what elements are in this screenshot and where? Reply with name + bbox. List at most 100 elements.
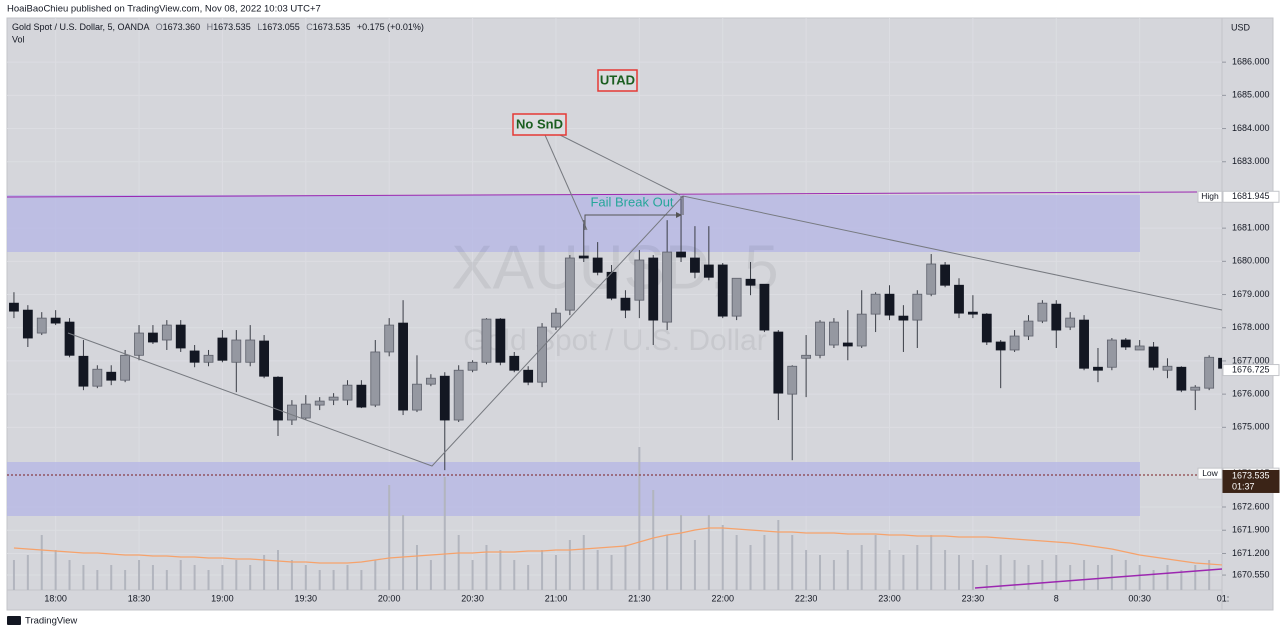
ohlc-value: 1673.535	[213, 22, 251, 32]
candle-body	[634, 259, 645, 301]
volume-bar	[707, 515, 710, 590]
candle-body	[384, 324, 395, 353]
candle-body	[592, 257, 603, 273]
demand-zone	[7, 462, 1140, 516]
candle-body	[1079, 319, 1089, 369]
y-tick-label: 1680.000	[1232, 256, 1270, 266]
candle-body	[703, 264, 714, 278]
candle-body	[967, 311, 978, 315]
y-tick-label: 1676.000	[1232, 389, 1270, 399]
candles	[9, 196, 1222, 471]
pointer-line	[544, 134, 588, 231]
candle-body	[870, 293, 881, 315]
candle-body	[648, 257, 659, 321]
candle-body	[578, 255, 589, 259]
x-tick-label: 8	[1054, 593, 1059, 603]
volume-bar	[944, 550, 947, 590]
candle-body	[217, 337, 228, 361]
pointer-line	[559, 134, 681, 196]
volume-bar	[1055, 555, 1058, 590]
candle-body	[120, 354, 131, 381]
annotation-box	[512, 113, 567, 136]
y-tick-label: 1685.000	[1232, 90, 1270, 100]
candle-body	[356, 384, 367, 408]
volume-bar	[513, 560, 516, 590]
volume-bar	[179, 560, 182, 590]
y-tick-label: 1681.000	[1232, 223, 1270, 233]
candle-body	[1218, 357, 1222, 369]
volume-bar	[124, 570, 127, 590]
candle-body	[1037, 302, 1048, 322]
volume-bar	[235, 560, 238, 590]
x-tick-label: 22:30	[795, 593, 818, 603]
candle-body	[884, 293, 895, 316]
candle-body	[78, 355, 89, 387]
candle-body	[1065, 317, 1076, 328]
volume-bar	[971, 560, 974, 590]
candle-body	[92, 368, 103, 387]
y-tick-label: 1677.000	[1232, 355, 1270, 365]
volume-bar	[805, 550, 808, 590]
candle-body	[1190, 386, 1201, 391]
candle-body	[829, 321, 839, 346]
candle-body	[912, 293, 923, 321]
publisher-line: HoaiBaoChieu published on TradingView.co…	[7, 4, 321, 15]
price-label-box	[1222, 190, 1280, 203]
volume-bar	[999, 555, 1002, 590]
volume-bar	[1096, 565, 1099, 590]
y-tick-label: 1683.000	[1232, 156, 1270, 166]
candle-body	[134, 332, 144, 356]
candle-body	[203, 354, 214, 363]
candle-body	[926, 263, 937, 295]
x-tick-label: 23:00	[878, 593, 901, 603]
volume-bar	[26, 555, 29, 590]
volume-bar	[638, 447, 641, 590]
currency: USD	[1231, 22, 1251, 32]
x-tick-label: 20:00	[378, 593, 401, 603]
x-tick-label: 18:30	[128, 593, 151, 603]
volume-bar	[791, 535, 794, 590]
y-tick-label: 1684.000	[1232, 123, 1270, 133]
volume-bar	[832, 560, 835, 590]
ohlc-key: L	[257, 22, 262, 32]
volume-bar	[874, 535, 877, 590]
volume-bar	[1027, 565, 1030, 590]
price-label-box	[1222, 364, 1280, 377]
zones	[7, 195, 1140, 516]
candle-body	[22, 309, 33, 339]
volume-bar	[388, 485, 391, 590]
volume-bar	[1152, 570, 1155, 590]
trend-line	[67, 195, 1222, 467]
candle-body	[328, 396, 339, 401]
candle-body	[36, 317, 47, 334]
ohlc-value: 1673.535	[313, 22, 351, 32]
candle-body	[453, 369, 464, 421]
candle-body	[759, 283, 770, 331]
volume-bar	[1041, 560, 1044, 590]
volume-bar	[902, 555, 905, 590]
candle-body	[50, 317, 61, 324]
breakout-arrow	[584, 212, 682, 230]
candle-body	[106, 371, 117, 381]
ohlc-key: H	[207, 22, 214, 32]
price-label-tag	[1197, 190, 1223, 203]
volume-bar	[471, 560, 474, 590]
volume-bar	[165, 570, 168, 590]
volume-bar	[40, 535, 43, 590]
x-tick-label: 00:30	[1128, 593, 1151, 603]
volume-bar	[290, 560, 293, 590]
candle-body	[495, 318, 506, 363]
volume-bar	[1124, 560, 1127, 590]
price-label-value: 1676.725	[1232, 364, 1270, 374]
volume-bar	[263, 555, 266, 590]
candle-body	[148, 332, 158, 343]
candle-body	[245, 339, 256, 363]
y-tick-label: 1679.000	[1232, 289, 1270, 299]
ohlc-value: 1673.360	[163, 22, 201, 32]
price-label-countdown: 01:37	[1232, 481, 1255, 491]
volume-bar	[735, 535, 738, 590]
ohlc-value: 1673.055	[262, 22, 300, 32]
volume-bar	[777, 520, 780, 590]
